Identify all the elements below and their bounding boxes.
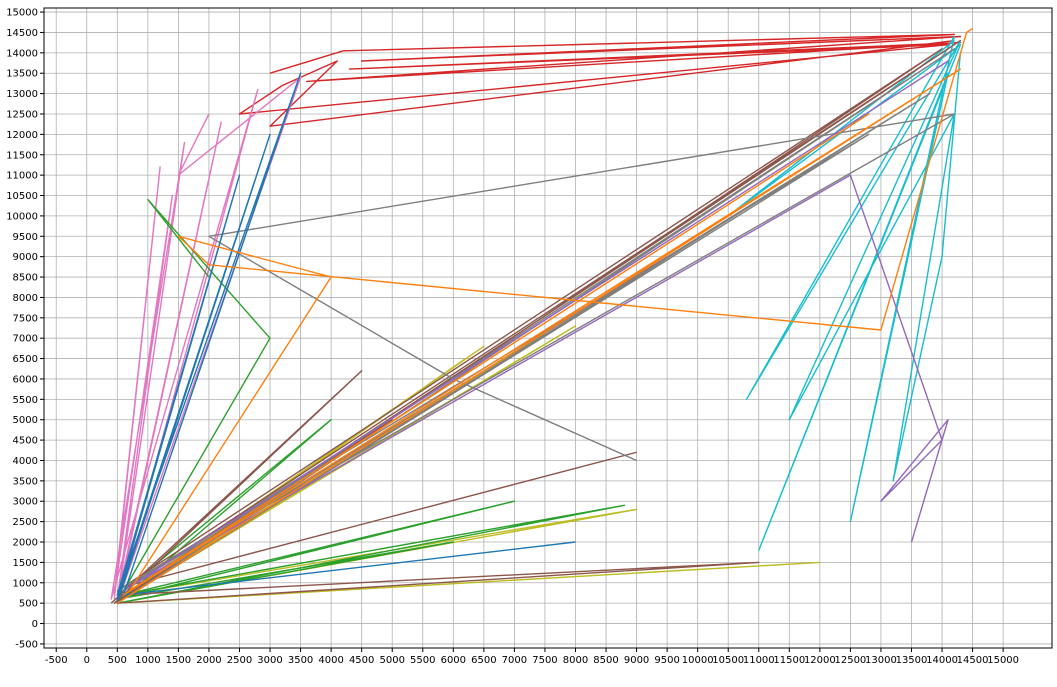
y-tick-label: 13000 [6, 89, 38, 100]
x-tick-label: 8000 [563, 655, 588, 666]
series-line-8 [116, 72, 576, 604]
y-tick-label: 3500 [13, 476, 38, 487]
y-tick-label: 5000 [13, 415, 38, 426]
y-tick-label: 13500 [6, 69, 38, 80]
y-tick-label: 1500 [13, 558, 38, 569]
x-tick-label: 9500 [654, 655, 679, 666]
x-tick-label: 6500 [471, 655, 496, 666]
x-tick-label: 13500 [896, 655, 928, 666]
y-tick-label: 6000 [13, 374, 38, 385]
series-line-4 [116, 198, 626, 604]
y-tick-label: 10500 [6, 191, 38, 202]
y-tick-label: 7000 [13, 334, 38, 345]
y-axis: -500 0 500 1000 1500 2000 2500 3000 3500 4000 4500… [6, 8, 44, 650]
x-tick-label: 6000 [441, 655, 466, 666]
plot-frame [43, 7, 1053, 649]
x-tick-label: 0 [84, 655, 90, 666]
y-tick-label: 14500 [6, 28, 38, 39]
x-tick-label: 10500 [712, 655, 744, 666]
y-tick-label: -500 [15, 639, 38, 650]
x-tick-label: 3000 [257, 655, 282, 666]
x-tick-label: 2500 [227, 655, 252, 666]
y-tick-label: 11500 [6, 150, 38, 161]
y-tick-label: 7500 [13, 313, 38, 324]
y-tick-label: 11000 [6, 171, 38, 182]
x-tick-label: 5500 [410, 655, 435, 666]
x-tick-label: 7500 [532, 655, 557, 666]
series-line-7 [123, 60, 949, 592]
x-tick-label: 8500 [593, 655, 618, 666]
y-tick-label: 14000 [6, 48, 38, 59]
y-tick-label: 4500 [13, 436, 38, 447]
x-tick-label: 4500 [349, 655, 374, 666]
y-tick-label: 10000 [6, 211, 38, 222]
x-tick-label: 5000 [379, 655, 404, 666]
y-tick-label: 500 [19, 599, 38, 610]
x-tick-label: 3500 [288, 655, 313, 666]
y-tick-label: 12500 [6, 109, 38, 120]
x-tick-label: 2000 [196, 655, 221, 666]
y-tick-label: 3000 [13, 497, 38, 508]
x-tick-label: 500 [108, 655, 127, 666]
x-tick-label: 1500 [166, 655, 191, 666]
y-tick-label: 15000 [6, 8, 38, 19]
y-tick-label: 12000 [6, 130, 38, 141]
x-tick-label: 1000 [135, 655, 160, 666]
x-tick-label: 12500 [834, 655, 866, 666]
y-tick-label: 2500 [13, 517, 38, 528]
y-tick-label: 6500 [13, 354, 38, 365]
x-tick-label: 14500 [957, 655, 989, 666]
x-tick-label: 14000 [926, 655, 958, 666]
y-tick-label: 4000 [13, 456, 38, 467]
series-line-0 [238, 33, 962, 127]
x-tick-label: 11000 [743, 655, 775, 666]
y-tick-label: 9000 [13, 252, 38, 263]
series-line-9 [116, 27, 973, 604]
y-tick-label: 5500 [13, 395, 38, 406]
y-tick-label: 2000 [13, 538, 38, 549]
x-tick-label: 9000 [624, 655, 649, 666]
x-axis: -500 0 500 1000 1500 2000 2500 3000 3500 4000 4500… [45, 648, 1019, 666]
x-tick-label: 11500 [773, 655, 805, 666]
y-tick-label: 1000 [13, 578, 38, 589]
y-tick-label: 9500 [13, 232, 38, 243]
x-tick-label: 10000 [682, 655, 714, 666]
x-tick-label: 13000 [865, 655, 897, 666]
y-tick-label: 8500 [13, 273, 38, 284]
x-tick-label: 12000 [804, 655, 836, 666]
x-tick-label: 4000 [318, 655, 343, 666]
y-tick-label: 8000 [13, 293, 38, 304]
x-tick-label: -500 [45, 655, 68, 666]
x-tick-label: 15000 [987, 655, 1019, 666]
y-tick-label: 0 [32, 619, 38, 630]
x-tick-label: 7000 [502, 655, 527, 666]
series-lines [110, 27, 973, 604]
